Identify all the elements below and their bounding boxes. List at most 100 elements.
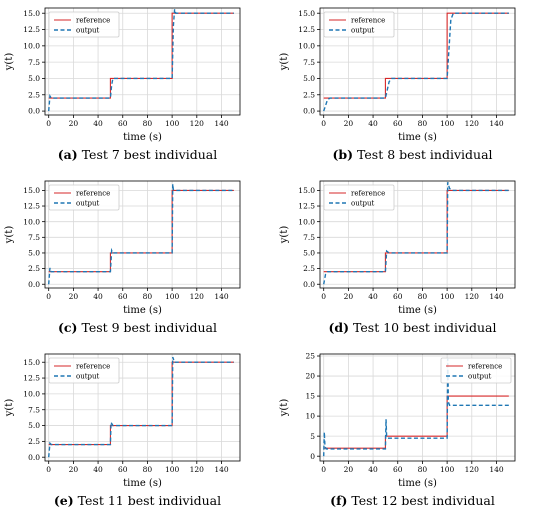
y-tick-label: 10.0 bbox=[298, 217, 315, 226]
y-tick-label: 0.0 bbox=[28, 453, 40, 462]
legend: reference output bbox=[48, 357, 120, 384]
x-axis-label: time (s) bbox=[398, 132, 437, 143]
legend-label-output: output bbox=[76, 373, 100, 381]
x-tick-label: 40 bbox=[368, 119, 378, 128]
legend-label-output: output bbox=[468, 373, 492, 381]
y-tick-label: 12.5 bbox=[23, 374, 40, 383]
y-axis-label: y(t) bbox=[279, 53, 290, 72]
x-tick-label: 140 bbox=[489, 292, 504, 301]
caption-b: (b) Test 8 best individual bbox=[275, 147, 550, 162]
panel-e: 0 20 40 60 80 100 120 140 0.0 2.5 5.0 7.5 10.0 12.5 15… bbox=[0, 346, 275, 519]
y-tick-label: 12.5 bbox=[23, 202, 40, 211]
x-tick-label: 80 bbox=[418, 292, 428, 301]
legend-label-output: output bbox=[76, 200, 100, 208]
x-tick-label: 40 bbox=[368, 292, 378, 301]
y-tick-label: 0.0 bbox=[303, 107, 315, 116]
x-tick-label: 100 bbox=[440, 119, 455, 128]
x-tick-label: 40 bbox=[93, 119, 103, 128]
y-tick-label: 2.5 bbox=[303, 264, 315, 273]
y-tick-label: 10.0 bbox=[23, 41, 40, 50]
caption-f: (f) Test 12 best individual bbox=[275, 493, 550, 508]
x-tick-label: 80 bbox=[418, 465, 428, 474]
y-tick-label: 7.5 bbox=[28, 405, 40, 414]
x-tick-label: 60 bbox=[393, 119, 403, 128]
x-tick-label: 40 bbox=[93, 465, 103, 474]
y-tick-label: 0.0 bbox=[303, 280, 315, 289]
y-axis-label: y(t) bbox=[4, 226, 15, 245]
y-axis-label: y(t) bbox=[279, 399, 290, 418]
y-tick-label: 7.5 bbox=[303, 58, 315, 67]
axes-frame bbox=[44, 7, 241, 116]
legend: reference output bbox=[323, 11, 395, 38]
y-tick-label: 12.5 bbox=[298, 202, 315, 211]
x-tick-label: 140 bbox=[489, 465, 504, 474]
x-tick-label: 20 bbox=[344, 292, 354, 301]
panel-a: 0 20 40 60 80 100 120 140 0.0 2.5 5.0 7.5 10.0 12.5 15… bbox=[0, 0, 275, 173]
x-axis-label: time (s) bbox=[398, 305, 437, 316]
panel-f: 0 20 40 60 80 100 120 140 0 5 10 15 20 25 time (s) y(t)… bbox=[275, 346, 550, 519]
caption-letter: (b) bbox=[332, 147, 354, 162]
x-tick-label: 80 bbox=[418, 119, 428, 128]
legend-label-reference: reference bbox=[351, 190, 385, 198]
legend-label-reference: reference bbox=[351, 17, 385, 25]
x-axis-label: time (s) bbox=[123, 478, 162, 489]
x-tick-label: 80 bbox=[143, 292, 153, 301]
x-tick-label: 0 bbox=[321, 292, 326, 301]
x-tick-label: 100 bbox=[440, 465, 455, 474]
y-tick-label: 15.0 bbox=[23, 186, 40, 195]
axes-frame bbox=[44, 180, 241, 289]
y-tick-label: 5.0 bbox=[28, 249, 40, 258]
caption-a: (a) Test 7 best individual bbox=[0, 147, 275, 162]
series-line-output bbox=[323, 12, 509, 112]
x-tick-label: 80 bbox=[143, 465, 153, 474]
y-tick-label: 15 bbox=[305, 392, 315, 401]
caption-text: Test 11 best individual bbox=[77, 493, 222, 508]
y-tick-label: 7.5 bbox=[28, 58, 40, 67]
x-tick-label: 60 bbox=[118, 465, 128, 474]
x-tick-label: 140 bbox=[214, 465, 229, 474]
caption-letter: (c) bbox=[58, 320, 78, 335]
y-tick-label: 5 bbox=[310, 432, 315, 441]
x-tick-label: 100 bbox=[165, 465, 180, 474]
chart-svg: 0 20 40 60 80 100 120 140 0.0 2.5 5.0 7.5 10.0 12.5 15… bbox=[4, 180, 241, 316]
x-tick-label: 100 bbox=[165, 292, 180, 301]
y-axis-label: y(t) bbox=[4, 53, 15, 72]
series-line-reference bbox=[323, 395, 509, 449]
caption-letter: (d) bbox=[328, 320, 350, 335]
y-tick-label: 7.5 bbox=[303, 233, 315, 242]
caption-letter: (f) bbox=[330, 493, 348, 508]
y-tick-label: 12.5 bbox=[298, 25, 315, 34]
y-tick-label: 5.0 bbox=[303, 74, 315, 83]
chart-svg: 0 20 40 60 80 100 120 140 0.0 2.5 5.0 7.5 10.0 12.5 15… bbox=[4, 7, 241, 143]
x-tick-label: 40 bbox=[368, 465, 378, 474]
series-line-output bbox=[48, 9, 234, 112]
x-tick-label: 0 bbox=[46, 292, 51, 301]
axes-frame bbox=[319, 7, 516, 116]
y-tick-label: 5.0 bbox=[28, 74, 40, 83]
y-tick-label: 0.0 bbox=[28, 280, 40, 289]
panel-d: 0 20 40 60 80 100 120 140 0.0 2.5 5.0 7.5 10.0 12.5 15… bbox=[275, 173, 550, 346]
panel-c: 0 20 40 60 80 100 120 140 0.0 2.5 5.0 7.5 10.0 12.5 15… bbox=[0, 173, 275, 346]
legend: reference output bbox=[323, 184, 395, 211]
x-tick-label: 0 bbox=[46, 119, 51, 128]
axes-frame bbox=[44, 353, 241, 462]
x-tick-label: 20 bbox=[69, 119, 79, 128]
x-tick-label: 60 bbox=[393, 465, 403, 474]
y-tick-label: 15.0 bbox=[23, 358, 40, 367]
series-line-output bbox=[323, 182, 509, 285]
x-tick-label: 120 bbox=[465, 465, 480, 474]
legend: reference output bbox=[48, 11, 120, 38]
x-tick-label: 20 bbox=[69, 292, 79, 301]
x-tick-label: 60 bbox=[118, 119, 128, 128]
y-tick-label: 12.5 bbox=[23, 25, 40, 34]
axes-frame bbox=[319, 353, 516, 462]
legend-label-output: output bbox=[351, 27, 375, 35]
caption-d: (d) Test 10 best individual bbox=[275, 320, 550, 335]
x-tick-label: 0 bbox=[321, 465, 326, 474]
chart-svg: 0 20 40 60 80 100 120 140 0.0 2.5 5.0 7.5 10.0 12.5 15… bbox=[279, 180, 516, 316]
chart-svg: 0 20 40 60 80 100 120 140 0 5 10 15 20 25 time (s) y(t)… bbox=[279, 352, 516, 489]
x-tick-label: 120 bbox=[190, 119, 205, 128]
y-tick-label: 25 bbox=[305, 352, 315, 361]
caption-text: Test 8 best individual bbox=[357, 147, 493, 162]
